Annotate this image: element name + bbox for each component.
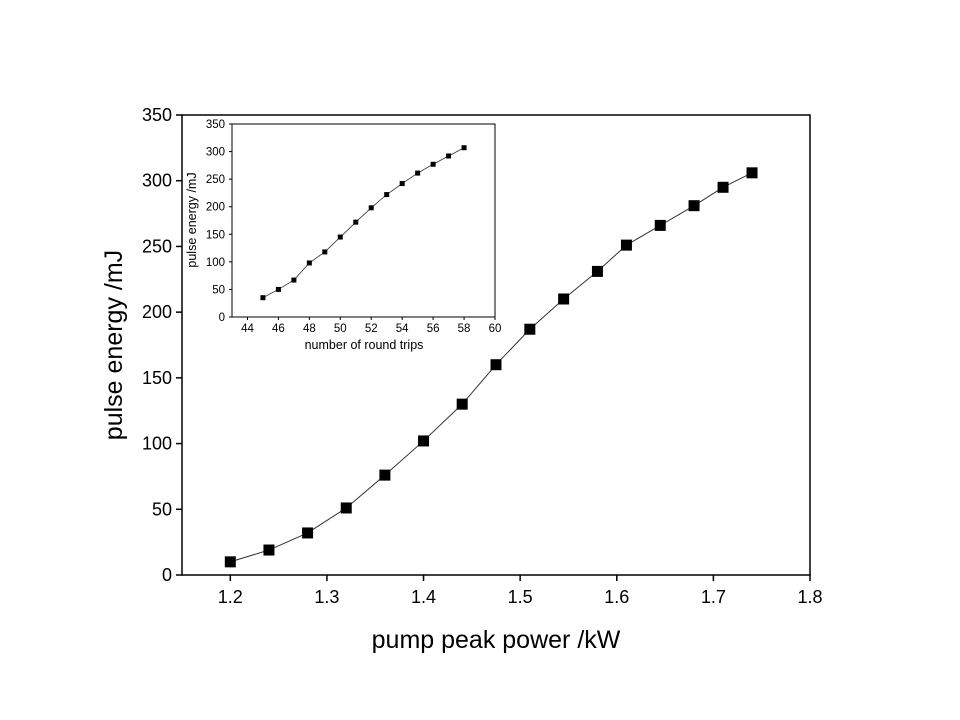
main-x-axis-label: pump peak power /kW	[372, 626, 621, 654]
inset-y-axis-label: pulse energy /mJ	[185, 172, 199, 267]
main-y-tick-label: 0	[162, 565, 172, 585]
main-data-point	[558, 293, 570, 305]
main-y-tick-label: 250	[142, 236, 172, 256]
inset-marker-group	[260, 145, 467, 301]
inset-data-point	[322, 249, 328, 255]
main-x-tick-label: 1.6	[604, 587, 629, 607]
inset-x-tick-label: 52	[365, 323, 378, 335]
inset-x-tick-label: 60	[489, 323, 502, 335]
main-data-point	[263, 544, 275, 556]
main-x-tick-label: 1.4	[411, 587, 436, 607]
inset-y-tick-label: 150	[206, 229, 225, 241]
inset-data-point	[275, 286, 281, 292]
main-data-point	[340, 502, 352, 514]
main-y-tick-label: 50	[152, 499, 172, 519]
inset-y-tick-label: 50	[212, 284, 225, 296]
inset-y-tick-label: 0	[219, 312, 225, 324]
main-x-tick-label: 1.5	[508, 587, 533, 607]
main-y-axis-label: pulse energy /mJ	[100, 250, 128, 440]
inset-x-tick-label: 44	[241, 323, 254, 335]
main-data-point	[302, 527, 314, 539]
main-y-axis-ticks: 0 50 100 150 200 250 300 350	[142, 105, 182, 585]
inset-x-tick-label: 46	[272, 323, 285, 335]
inset-data-point	[399, 181, 405, 187]
main-data-point	[717, 181, 729, 193]
inset-data-point	[260, 295, 266, 301]
inset-x-axis-label: number of round trips	[305, 338, 424, 352]
main-marker-group	[224, 167, 758, 568]
inset-data-point	[430, 161, 436, 167]
main-y-tick-label: 350	[142, 105, 172, 125]
main-x-tick-label: 1.3	[314, 587, 339, 607]
inset-y-tick-label: 300	[206, 147, 225, 159]
main-series-line-group	[230, 172, 753, 563]
main-data-point	[418, 435, 430, 447]
main-plot-frame	[181, 114, 811, 576]
inset-background	[232, 124, 495, 317]
inset-x-tick-label: 54	[396, 323, 409, 335]
inset-series-line	[262, 147, 465, 299]
main-x-tick-label: 1.2	[218, 587, 243, 607]
main-y-tick-label: 300	[142, 171, 172, 191]
inset-data-point	[306, 260, 312, 266]
main-x-tick-label: 1.8	[797, 587, 822, 607]
inset-x-tick-label: 50	[334, 323, 347, 335]
main-data-point	[591, 265, 603, 277]
inset-data-point	[337, 234, 343, 240]
main-data-point	[746, 167, 758, 179]
inset-y-tick-label: 200	[206, 202, 225, 214]
main-chart: 1.2 1.3 1.4 1.5 1.6 1.7 1.8 0 50 100 150 200 250 300…	[100, 105, 823, 654]
inset-plot-frame	[231, 123, 496, 318]
main-data-point	[654, 219, 666, 231]
main-series-line	[230, 172, 753, 563]
inset-data-point	[446, 153, 452, 159]
inset-y-tick-label: 100	[206, 257, 225, 269]
inset-x-tick-label: 56	[427, 323, 440, 335]
inset-y-tick-label: 350	[206, 119, 225, 131]
inset-x-axis-ticks: 44 46 48 50 52 54 56 58 60	[241, 317, 501, 335]
main-x-axis-ticks: 1.2 1.3 1.4 1.5 1.6 1.7 1.8	[218, 575, 823, 607]
inset-series-line-group	[262, 147, 465, 299]
inset-x-tick-label: 58	[458, 323, 471, 335]
main-data-point	[524, 323, 536, 335]
inset-data-point	[384, 192, 390, 198]
inset-data-point	[461, 145, 467, 151]
inset-data-point	[415, 170, 421, 176]
inset-chart: 44 46 48 50 52 54 56 58 60 0 50 100 150 200 250 300 350…	[185, 119, 501, 352]
main-data-point	[224, 556, 236, 568]
main-y-tick-label: 100	[142, 434, 172, 454]
main-y-tick-label: 150	[142, 368, 172, 388]
inset-y-tick-label: 250	[206, 174, 225, 186]
inset-y-axis-ticks: 0 50 100 150 200 250 300 350	[206, 119, 232, 324]
main-data-point	[379, 469, 391, 481]
main-data-point	[490, 359, 502, 371]
inset-x-tick-label: 48	[303, 323, 316, 335]
inset-data-point	[368, 205, 374, 211]
main-y-tick-label: 200	[142, 302, 172, 322]
main-x-tick-label: 1.7	[701, 587, 726, 607]
main-data-point	[620, 239, 632, 251]
main-data-point	[456, 398, 468, 410]
main-data-point	[688, 200, 700, 212]
inset-data-point	[353, 219, 359, 225]
inset-data-point	[291, 277, 297, 283]
